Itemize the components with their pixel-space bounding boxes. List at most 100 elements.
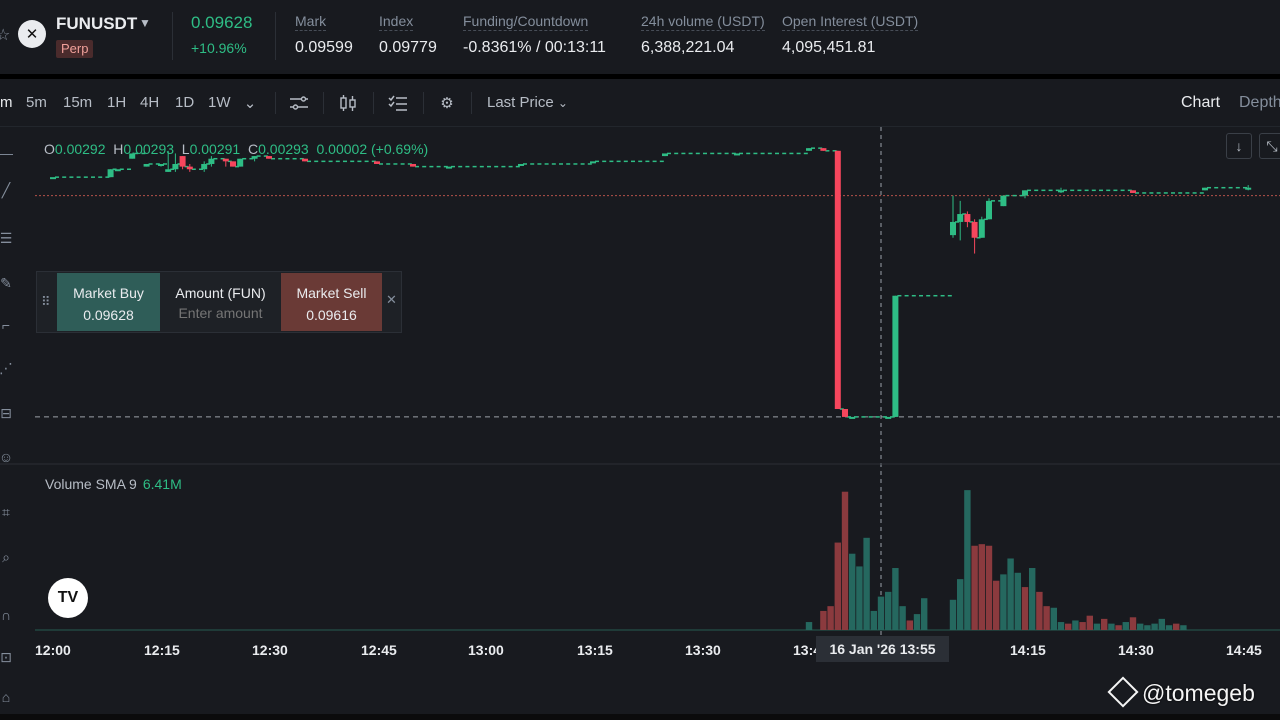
candle-body	[172, 163, 179, 170]
close-icon[interactable]: ✕	[386, 292, 397, 307]
candle-body	[734, 153, 740, 156]
volume-bar	[1007, 558, 1014, 630]
interval-more-chevron-icon[interactable]: ⌄	[243, 95, 257, 112]
volume-bar	[1072, 620, 1079, 630]
volume-bar	[849, 553, 856, 630]
symbol-dropdown-caret-icon[interactable]: ▼	[139, 16, 151, 30]
stat-open-interest[interactable]: Open Interest (USDT) 4,095,451.81	[782, 13, 919, 57]
volume-bar	[805, 622, 813, 630]
market-buy-button[interactable]: Market Buy 0.09628	[57, 273, 160, 331]
ohlc-close: 0.00293	[258, 141, 309, 157]
toolbar-divider	[423, 92, 424, 114]
interval-5m[interactable]: 5m	[26, 94, 47, 111]
toolbar-divider	[373, 92, 374, 114]
amount-input[interactable]	[165, 305, 276, 321]
x-tick: 14:15	[1010, 642, 1046, 658]
interval-4h[interactable]: 4H	[140, 94, 160, 111]
indicators-icon[interactable]	[287, 92, 311, 114]
node-tool-icon[interactable]: ⋰	[0, 360, 13, 376]
volume-bar	[820, 610, 827, 630]
candle-body	[964, 214, 971, 222]
ohlc-open: 0.00292	[54, 141, 106, 157]
chart-panel	[0, 79, 1280, 720]
ohlc-close-key: C	[247, 141, 259, 157]
volume-bar	[1093, 623, 1101, 630]
stat-mark[interactable]: Mark 0.09599	[295, 13, 353, 57]
candle-body	[165, 169, 172, 172]
candle-type-icon[interactable]	[336, 92, 360, 114]
volume-bar	[1086, 615, 1093, 630]
tab-chart[interactable]: Chart	[1181, 94, 1221, 111]
volume-bar	[863, 537, 870, 630]
emoji-tool-icon[interactable]: ☺	[0, 449, 14, 465]
candle-body	[957, 214, 964, 222]
candle-body	[230, 161, 236, 167]
candle-body	[237, 158, 244, 167]
toolbar-divider	[275, 92, 276, 114]
favorite-star-icon[interactable]: ☆	[0, 27, 11, 44]
market-buy-price: 0.09628	[83, 307, 134, 323]
lock-tool-icon[interactable]: ⊡	[0, 649, 12, 665]
magnet-tool-icon[interactable]: ∩	[0, 607, 12, 623]
stat-funding[interactable]: Funding/Countdown -0.8361% / 00:13:11	[463, 13, 606, 57]
trash-tool-icon[interactable]: ⌂	[1, 689, 11, 705]
candle-body	[114, 169, 121, 172]
settings-gear-icon[interactable]: ⚙	[440, 95, 454, 112]
price-source-dropdown[interactable]: Last Price ⌄	[487, 94, 568, 111]
ruler-tool-icon[interactable]: ⌗	[2, 504, 10, 520]
tradingview-logo-icon[interactable]: TV	[48, 578, 88, 618]
volume-legend: Volume SMA 9 6.41M	[45, 476, 182, 492]
coin-logo-icon: ✕	[18, 20, 46, 48]
scroll-to-latest-arrow-icon[interactable]: ↓	[1226, 133, 1252, 159]
drag-handle-icon[interactable]: ⠿	[41, 294, 50, 309]
x-tick: 13:30	[685, 642, 721, 658]
market-sell-button[interactable]: Market Sell 0.09616	[281, 273, 382, 331]
candle-body	[446, 166, 452, 169]
volume-legend-label: Volume SMA 9	[45, 476, 137, 492]
candle-body	[222, 158, 229, 162]
trendline-tool-icon[interactable]: ╱	[1, 182, 11, 198]
fullscreen-icon[interactable]: ⤡	[1259, 133, 1280, 159]
volume-bar	[1173, 623, 1180, 630]
candle-body	[158, 163, 164, 166]
candle-body	[302, 158, 308, 162]
crosshair-tool-icon[interactable]: —	[0, 145, 13, 161]
measure-tool-icon[interactable]: ⊟	[0, 405, 12, 421]
x-tick: 12:15	[144, 642, 180, 658]
brush-tool-icon[interactable]: ✎	[0, 275, 12, 291]
stat-label: Index	[379, 13, 414, 31]
interval-1d[interactable]: 1D	[175, 94, 195, 111]
chart-list-icon[interactable]	[386, 92, 410, 114]
volume-bar	[913, 614, 921, 630]
stat-24h-volume[interactable]: 24h volume (USDT) 6,388,221.04	[641, 13, 765, 57]
price-change-pct: +10.96%	[191, 40, 247, 56]
price-chart[interactable]	[0, 127, 1280, 637]
symbol-selector[interactable]: FUNUSDT	[56, 14, 138, 33]
stat-value: 0.09779	[379, 39, 437, 56]
interval-1w[interactable]: 1W	[208, 94, 231, 111]
chart-toolbar	[0, 79, 1280, 127]
zoom-tool-icon[interactable]: ⌕	[2, 549, 10, 565]
stat-value: 4,095,451.81	[782, 39, 876, 56]
volume-bar	[1021, 587, 1029, 630]
candle-body	[885, 416, 892, 419]
ohlc-change: 0.00002 (+0.69%)	[316, 141, 429, 157]
header-separator	[0, 74, 1280, 79]
fib-tool-icon[interactable]: ☰	[0, 230, 13, 246]
candle-body	[251, 156, 258, 159]
interval-1h[interactable]: 1H	[107, 94, 127, 111]
candle-body	[842, 409, 848, 417]
volume-bar	[885, 591, 892, 630]
interval-active[interactable]: m	[0, 94, 13, 111]
interval-15m[interactable]: 15m	[63, 94, 93, 111]
volume-bar	[1029, 568, 1036, 630]
volume-bar	[964, 490, 971, 630]
candle-body	[806, 148, 812, 151]
tab-depth[interactable]: Depth	[1239, 94, 1280, 111]
stat-label: 24h volume (USDT)	[641, 13, 765, 31]
watermark: @tomegeb	[1107, 676, 1255, 708]
candle-body	[1130, 190, 1136, 193]
last-price: 0.09628	[191, 13, 253, 32]
stat-index[interactable]: Index 0.09779	[379, 13, 437, 57]
pattern-tool-icon[interactable]: ⌐	[1, 317, 11, 333]
